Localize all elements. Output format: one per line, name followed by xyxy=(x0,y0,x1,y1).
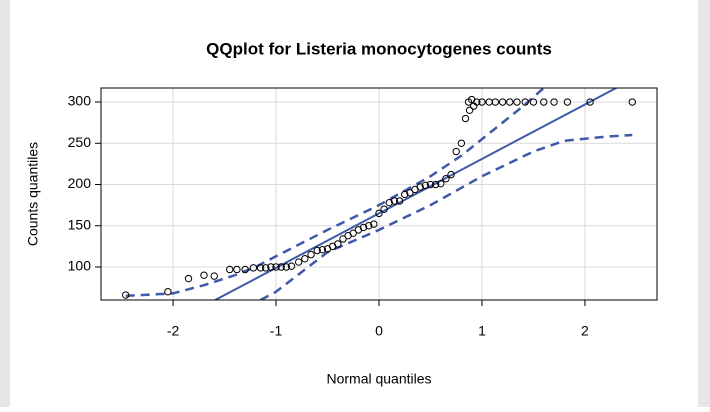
point xyxy=(442,175,450,183)
point xyxy=(359,223,368,232)
point xyxy=(200,271,208,279)
point xyxy=(349,229,357,237)
y-tick-label: 300 xyxy=(68,93,92,109)
point xyxy=(498,98,507,106)
y-tick-label: 200 xyxy=(68,175,92,191)
point xyxy=(506,98,514,106)
side-strip xyxy=(0,0,10,407)
y-tick-label: 100 xyxy=(68,258,92,274)
point xyxy=(334,240,342,248)
point xyxy=(277,263,285,271)
point xyxy=(550,98,558,106)
point xyxy=(465,106,474,114)
x-tick-label: -2 xyxy=(167,323,180,339)
point xyxy=(395,197,404,205)
side-strip xyxy=(698,0,710,407)
point xyxy=(473,98,481,106)
point xyxy=(294,258,303,266)
y-tick-label: 250 xyxy=(68,134,92,150)
point xyxy=(491,98,500,106)
point xyxy=(447,170,455,179)
point xyxy=(272,263,280,271)
point xyxy=(385,198,393,207)
point xyxy=(210,272,218,280)
point xyxy=(401,190,409,199)
point xyxy=(437,179,445,188)
point xyxy=(282,263,291,271)
point xyxy=(226,265,234,274)
plot-area xyxy=(122,88,636,300)
point xyxy=(301,255,309,263)
point xyxy=(406,189,414,197)
grid xyxy=(101,88,657,300)
point xyxy=(457,139,466,147)
point xyxy=(628,98,636,106)
point xyxy=(426,180,435,189)
point xyxy=(313,246,321,255)
point xyxy=(122,291,130,299)
point xyxy=(241,265,249,274)
point xyxy=(249,264,258,272)
point xyxy=(431,180,440,189)
point xyxy=(521,98,529,106)
point xyxy=(461,114,470,123)
point xyxy=(380,205,388,213)
x-tick-label: 1 xyxy=(478,323,486,339)
y-tick-label: 150 xyxy=(68,216,92,232)
point xyxy=(184,274,193,283)
x-axis-label: Normal quantiles xyxy=(326,371,431,387)
point xyxy=(287,262,296,270)
point xyxy=(256,264,265,272)
point xyxy=(586,98,594,106)
envelope-lower xyxy=(260,133,633,300)
point xyxy=(452,147,460,156)
point xyxy=(164,288,172,296)
point xyxy=(540,98,548,106)
point xyxy=(513,98,521,106)
point xyxy=(267,263,275,271)
x-tick-label: 0 xyxy=(375,323,383,339)
y-axis-label: Counts quantiles xyxy=(25,142,41,246)
x-tick-label: 2 xyxy=(581,323,589,339)
x-tick-label: -1 xyxy=(270,323,283,339)
point xyxy=(233,265,241,274)
point xyxy=(375,209,383,218)
point xyxy=(421,181,430,190)
point xyxy=(307,250,315,259)
point xyxy=(262,264,270,272)
point xyxy=(318,245,327,254)
point xyxy=(339,235,347,243)
envelope-upper xyxy=(125,88,545,298)
point xyxy=(416,183,424,191)
point xyxy=(365,222,373,230)
point xyxy=(390,197,399,205)
chart-title: QQplot for Listeria monocytogenes counts xyxy=(206,39,552,58)
reference-line xyxy=(213,88,619,300)
point xyxy=(563,98,572,106)
point xyxy=(478,98,486,106)
point xyxy=(529,98,538,106)
point xyxy=(370,220,378,228)
